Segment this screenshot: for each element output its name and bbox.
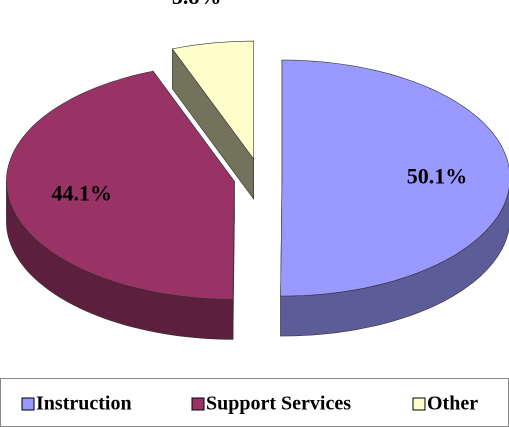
value-label: 5.8% xyxy=(172,0,222,9)
legend-swatch xyxy=(191,397,205,411)
value-label: 44.1% xyxy=(52,181,113,206)
legend-label: Instruction xyxy=(36,393,132,415)
legend-label: Other xyxy=(427,393,478,415)
legend-swatch xyxy=(412,397,426,411)
legend-label: Support Services xyxy=(206,393,351,415)
slice xyxy=(171,40,254,201)
slice-top xyxy=(280,59,509,297)
slice xyxy=(6,70,235,340)
slice-top xyxy=(6,70,235,300)
value-label: 50.1% xyxy=(407,163,468,188)
slice xyxy=(280,59,509,337)
legend-swatch xyxy=(21,397,35,411)
slice-top xyxy=(171,40,254,161)
